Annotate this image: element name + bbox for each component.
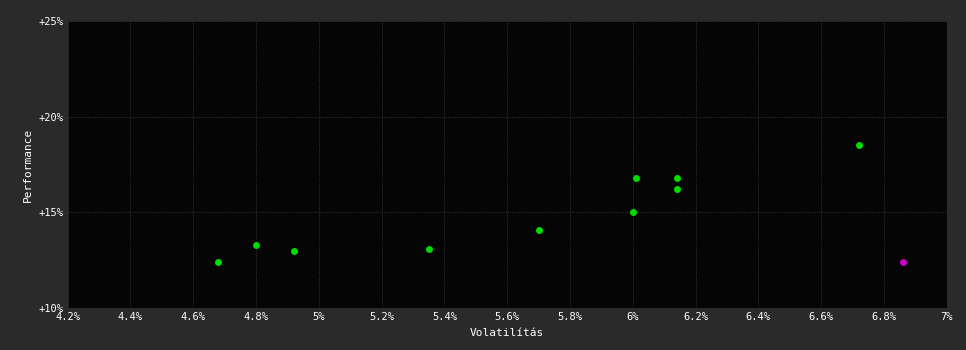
Point (895, 259, 910, 265)
Point (668, 175, 684, 181)
Point (628, 175, 643, 181)
Point (530, 227, 546, 232)
Point (421, 246, 437, 252)
Y-axis label: Performance: Performance (23, 127, 33, 202)
Point (211, 259, 226, 265)
Point (851, 142, 867, 148)
Point (286, 248, 301, 253)
Point (248, 242, 264, 248)
X-axis label: Volatilítás: Volatilítás (470, 328, 544, 338)
Point (668, 187, 684, 192)
Point (625, 210, 640, 215)
